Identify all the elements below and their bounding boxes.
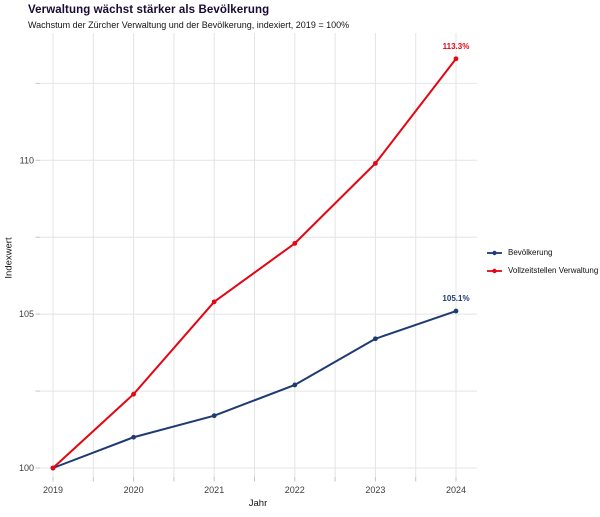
svg-text:2019: 2019	[43, 485, 63, 495]
svg-text:2024: 2024	[446, 485, 466, 495]
svg-text:105: 105	[19, 309, 34, 319]
chart-title: Verwaltung wächst stärker als Bevölkerun…	[28, 4, 270, 16]
legend-label: Vollzeitstellen Verwaltung	[508, 266, 599, 275]
x-axis-title: Jahr	[248, 498, 268, 509]
svg-text:2021: 2021	[204, 485, 224, 495]
svg-text:105.1%: 105.1%	[442, 294, 469, 303]
line-point-marker-icon	[487, 250, 502, 255]
legend-item-vollzeitstellen-verwaltung: Vollzeitstellen Verwaltung	[486, 266, 598, 275]
svg-text:2022: 2022	[285, 485, 305, 495]
svg-text:113.3%: 113.3%	[443, 42, 470, 51]
line-point-marker-icon	[487, 268, 502, 273]
svg-text:2023: 2023	[365, 485, 385, 495]
svg-text:2020: 2020	[124, 485, 144, 495]
legend-label: Bevölkerung	[508, 248, 553, 257]
chart-subtitle: Wachstum der Zürcher Verwaltung und der …	[28, 20, 350, 30]
y-axis-title: Indexwert	[3, 237, 15, 279]
svg-text:110: 110	[20, 155, 34, 165]
svg-text:100: 100	[19, 463, 34, 473]
legend-item-bevoelkerung: Bevölkerung	[486, 248, 598, 257]
legend: Bevölkerung Vollzeitstellen Verwaltung	[486, 248, 598, 275]
